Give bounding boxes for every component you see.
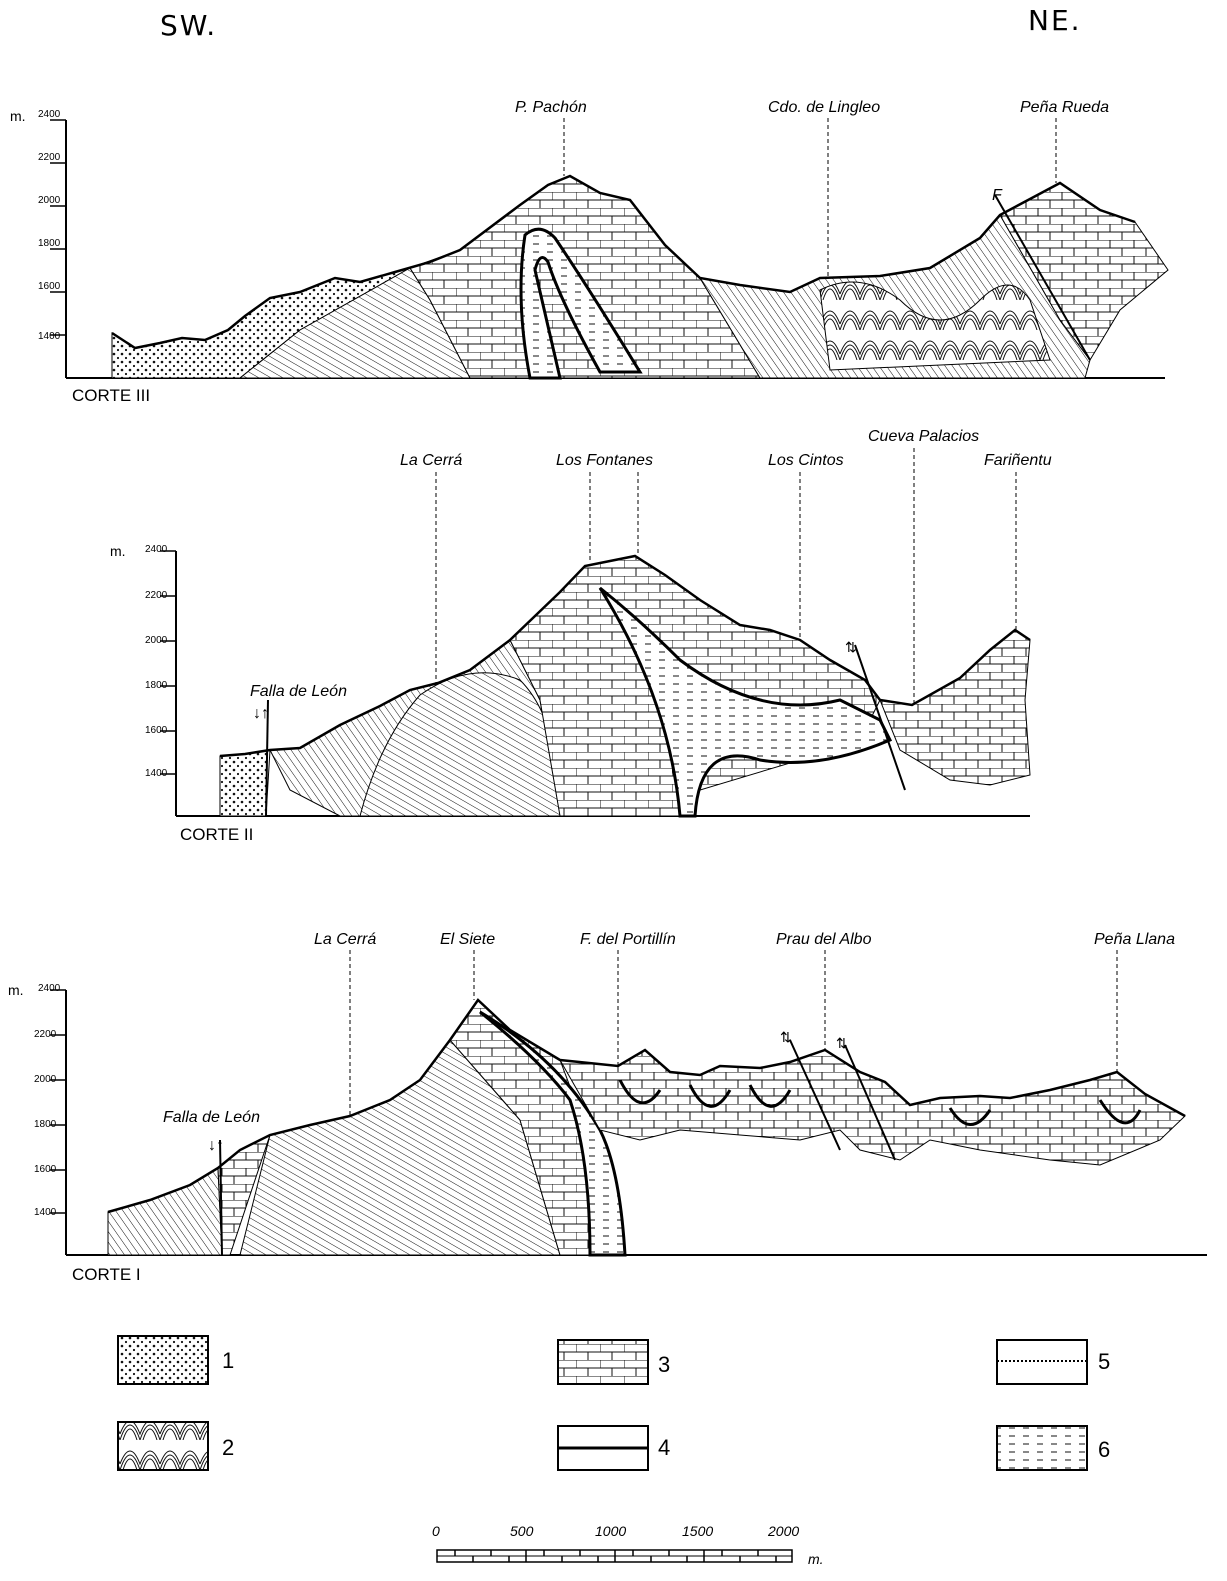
section-corte-iii: m. 2400 2200 2000 1800 1600 1400 F P. Pa… bbox=[10, 99, 1169, 405]
unit-label: m. bbox=[110, 543, 126, 559]
shale-unit-west bbox=[107, 1167, 223, 1256]
scale-label: 2000 bbox=[767, 1523, 799, 1539]
tick-label: 1400 bbox=[34, 1207, 57, 1218]
fault-line bbox=[854, 644, 906, 791]
peak-label: La Cerrá bbox=[400, 452, 462, 469]
limestone-unit-east bbox=[879, 629, 1031, 786]
tick-label: 2200 bbox=[38, 152, 61, 163]
thick-marker-bed bbox=[479, 1010, 627, 1257]
orientation-ne: NE. bbox=[1028, 4, 1082, 37]
peak-label: Los Fontanes bbox=[556, 452, 653, 469]
topographic-profile bbox=[111, 174, 1136, 350]
tick-label: 1400 bbox=[38, 331, 61, 342]
fault-line bbox=[789, 1039, 841, 1151]
fault-arrows: ↓↑ bbox=[253, 705, 269, 722]
unit-label: m. bbox=[8, 982, 24, 998]
legend-swatch-folded bbox=[117, 1421, 209, 1471]
legend: 1 2 3 4 5 6 bbox=[117, 1335, 1110, 1471]
legend-number: 3 bbox=[658, 1352, 670, 1377]
folded-shale-core bbox=[359, 672, 561, 817]
legend-swatch-shale bbox=[996, 1425, 1088, 1471]
syncline-folds bbox=[819, 281, 1051, 371]
peak-label: Peña Rueda bbox=[1020, 99, 1109, 116]
fault-line bbox=[265, 699, 269, 817]
conglomerate-unit bbox=[219, 749, 271, 817]
section-label: CORTE I bbox=[72, 1265, 141, 1284]
orientation-sw: SW. bbox=[160, 9, 217, 42]
peak-label: Peña Llana bbox=[1094, 931, 1175, 948]
fault-arrows: ⇅ bbox=[836, 1035, 848, 1051]
tick-label: 2400 bbox=[38, 983, 61, 994]
peak-label: Cdo. de Lingleo bbox=[768, 99, 880, 116]
scale-label: 0 bbox=[432, 1523, 440, 1539]
fault-line bbox=[844, 1044, 896, 1161]
unit-label: m. bbox=[10, 108, 26, 124]
tick-label: 2000 bbox=[34, 1074, 57, 1085]
tick-label: 2000 bbox=[38, 195, 61, 206]
tick-label: 2000 bbox=[145, 635, 168, 646]
fault-line bbox=[994, 194, 1091, 361]
scale-bar: 0 500 1000 1500 2000 m. bbox=[432, 1523, 824, 1567]
peak-label: Cueva Palacios bbox=[868, 428, 979, 445]
fault-arrows: ⇅ bbox=[845, 639, 857, 655]
legend-swatch-conglomerate bbox=[117, 1335, 209, 1385]
peak-label: Los Cintos bbox=[768, 452, 844, 469]
peak-label: Fariñentu bbox=[984, 452, 1052, 469]
peak-label: P. Pachón bbox=[515, 99, 587, 116]
tick-label: 1600 bbox=[38, 281, 61, 292]
fault-label: F bbox=[992, 187, 1003, 204]
scale-unit: m. bbox=[808, 1551, 824, 1567]
tick-label: 2200 bbox=[145, 590, 168, 601]
fault-arrows: ↓↑ bbox=[208, 1137, 224, 1154]
tick-label: 1800 bbox=[38, 238, 61, 249]
topographic-profile bbox=[219, 554, 1031, 758]
scale-label: 500 bbox=[510, 1523, 534, 1539]
peak-label: Prau del Albo bbox=[776, 931, 872, 948]
tick-label: 1600 bbox=[145, 725, 168, 736]
limestone-unit bbox=[409, 175, 761, 379]
section-label: CORTE III bbox=[72, 386, 150, 405]
fault-label: Falla de León bbox=[163, 1109, 260, 1126]
tick-label: 2400 bbox=[145, 544, 168, 555]
section-corte-i: m. 2400 2200 2000 1800 1600 1400 ↓↑ ⇅ ⇅ … bbox=[8, 931, 1207, 1284]
tick-label: 2200 bbox=[34, 1029, 57, 1040]
legend-swatch-limestone bbox=[557, 1339, 649, 1385]
legend-number: 5 bbox=[1098, 1349, 1110, 1374]
tick-label: 1600 bbox=[34, 1164, 57, 1175]
fault-line bbox=[219, 1139, 223, 1256]
peak-label: La Cerrá bbox=[314, 931, 376, 948]
section-corte-ii: m. 2400 2200 2000 1800 1600 1400 ↓↑ ⇅ Fa… bbox=[110, 428, 1052, 844]
section-label: CORTE II bbox=[180, 825, 253, 844]
tick-label: 2400 bbox=[38, 109, 61, 120]
tick-label: 1800 bbox=[34, 1119, 57, 1130]
fold-hinges bbox=[618, 1079, 1142, 1126]
peak-label: El Siete bbox=[440, 931, 495, 948]
anticline-core bbox=[519, 227, 643, 380]
fault-arrows: ⇅ bbox=[780, 1029, 792, 1045]
legend-number: 6 bbox=[1098, 1437, 1110, 1462]
scale-label: 1000 bbox=[595, 1523, 626, 1539]
legend-number: 4 bbox=[658, 1435, 670, 1460]
legend-number: 1 bbox=[222, 1348, 234, 1373]
peak-label: F. del Portillín bbox=[580, 931, 676, 948]
topographic-profile bbox=[107, 998, 1186, 1214]
legend-number: 2 bbox=[222, 1435, 234, 1460]
tick-label: 1400 bbox=[145, 768, 168, 779]
fault-label: Falla de León bbox=[250, 683, 347, 700]
tick-label: 1800 bbox=[145, 680, 168, 691]
scale-label: 1500 bbox=[682, 1523, 713, 1539]
thick-marker-bed bbox=[598, 586, 893, 818]
